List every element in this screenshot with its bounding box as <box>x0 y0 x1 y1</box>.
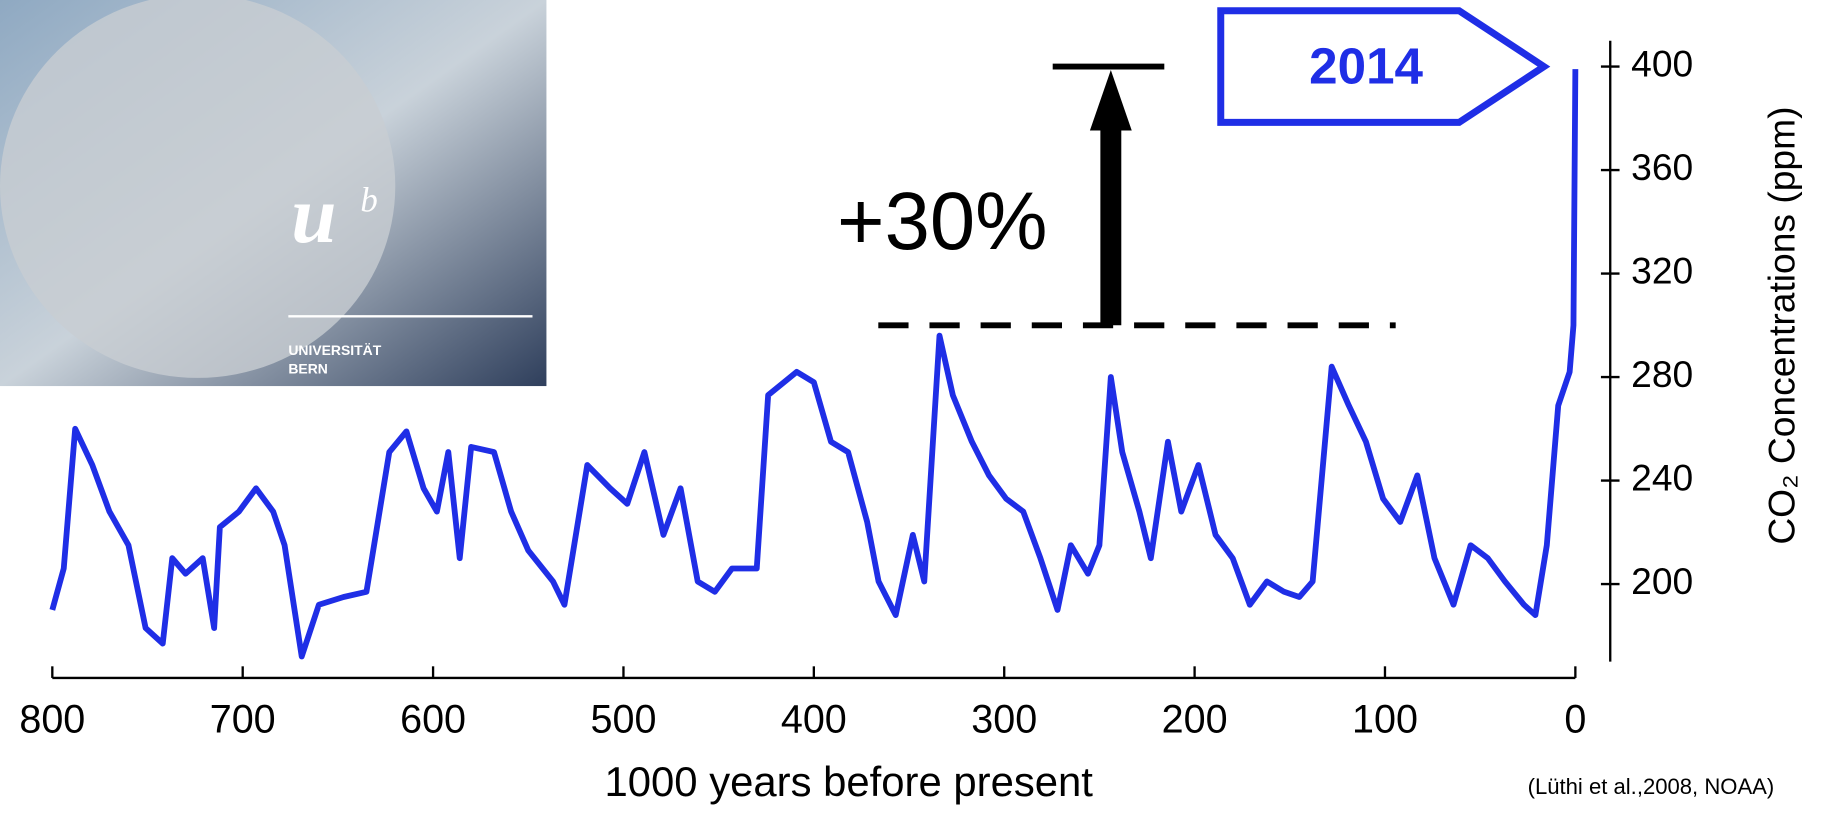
x-tick-label: 200 <box>1162 698 1228 742</box>
x-tick-label: 500 <box>590 698 656 742</box>
y-tick-label: 240 <box>1631 456 1693 498</box>
logo-line: UNIVERSITÄT <box>288 342 381 358</box>
x-axis-title: 1000 years before present <box>604 758 1093 805</box>
source: (Lüthi et al.,2008, NOAA) <box>1528 774 1775 799</box>
x-tick-label: 800 <box>19 698 85 742</box>
x-tick-label: 100 <box>1352 698 1418 742</box>
y-tick-label: 320 <box>1631 249 1693 291</box>
arrow-head <box>1089 70 1132 131</box>
x-tick-label: 0 <box>1564 698 1586 742</box>
x-tick-label: 600 <box>400 698 466 742</box>
data-line <box>49 69 1579 660</box>
logo-mark: u <box>291 169 336 260</box>
x-tick-label: 400 <box>781 698 847 742</box>
y-axis-title: CO₂ Concentrations (ppm) <box>1760 107 1802 545</box>
annotation: +30% <box>837 176 1047 267</box>
y-tick-label: 200 <box>1631 560 1693 602</box>
y-tick-label: 400 <box>1631 42 1693 84</box>
x-tick-label: 700 <box>210 698 276 742</box>
annotation: 2014 <box>1309 38 1423 95</box>
ice-core <box>0 0 396 378</box>
x-tick-label: 300 <box>971 698 1037 742</box>
logo: u b UNIVERSITÄT BERN <box>0 0 547 387</box>
logo-line: BERN <box>288 360 327 376</box>
y-tick-label: 280 <box>1631 353 1693 395</box>
y-tick-label: 360 <box>1631 146 1693 188</box>
logo-superscript: b <box>360 180 377 219</box>
callout-box <box>1217 7 1551 126</box>
